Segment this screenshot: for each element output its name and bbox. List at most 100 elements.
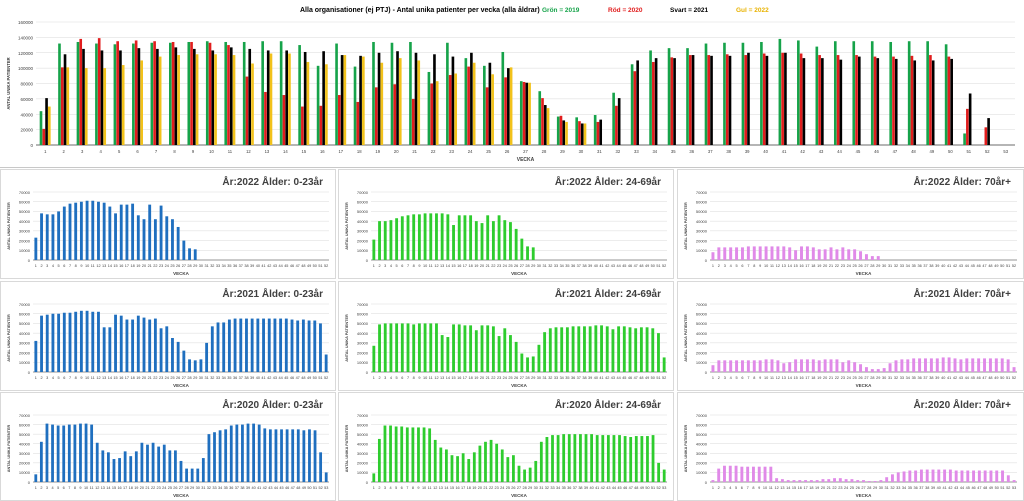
x-tick-label: 34	[906, 264, 910, 268]
y-axis-label: ANTAL UNIKA PATIENTER	[345, 314, 349, 362]
bar	[657, 333, 660, 372]
x-tick-label: 46	[290, 376, 294, 380]
bar	[136, 215, 140, 260]
bar	[102, 327, 106, 372]
x-tick-label: 31	[539, 486, 543, 490]
bar	[879, 480, 883, 482]
x-tick-label: 45	[971, 376, 975, 380]
bar	[725, 54, 729, 145]
y-tick-label: 20000	[19, 238, 31, 243]
bar	[45, 98, 48, 145]
x-tick-label: 38	[244, 264, 248, 268]
bar	[428, 428, 432, 482]
x-tick-label: 22	[835, 376, 839, 380]
bar	[45, 423, 49, 482]
x-tick-label: 1	[44, 149, 47, 154]
x-tick-label: 52	[1012, 264, 1016, 268]
x-tick-label: 17	[125, 264, 129, 268]
bar	[34, 474, 38, 482]
y-tick-label: 60000	[19, 200, 31, 205]
x-tick-label: 38	[925, 486, 929, 490]
bar	[853, 362, 857, 372]
bar	[827, 479, 831, 482]
x-tick-label: 38	[582, 376, 586, 380]
x-tick-label: 25	[170, 264, 174, 268]
bar	[389, 323, 393, 372]
bar	[165, 326, 169, 372]
bar	[245, 76, 249, 145]
x-tick-label: 41	[599, 376, 603, 380]
x-tick-label: 35	[562, 486, 566, 490]
x-tick-label: 16	[119, 264, 123, 268]
bar	[134, 451, 138, 482]
bar	[411, 427, 415, 482]
x-tick-label: 23	[159, 264, 163, 268]
bar	[245, 318, 248, 372]
bar	[51, 313, 55, 372]
x-tick-label: 48	[983, 486, 987, 490]
bar	[931, 60, 935, 145]
bar	[943, 469, 947, 482]
bar	[528, 82, 531, 145]
x-tick-label: 39	[246, 486, 250, 490]
x-tick-label: 6	[401, 264, 403, 268]
y-tick-label: 60000	[20, 97, 33, 102]
y-tick-label: 0	[28, 258, 31, 263]
bar	[472, 62, 476, 145]
bar	[464, 58, 468, 145]
bar	[400, 323, 404, 372]
bar	[636, 60, 639, 145]
x-tick-label: 26	[505, 149, 510, 154]
x-tick-label: 41	[257, 486, 261, 490]
bar	[640, 436, 644, 482]
x-tick-label: 15	[302, 149, 307, 154]
x-tick-label: 40	[251, 486, 255, 490]
bar	[409, 41, 412, 145]
x-tick-label: 5	[736, 376, 738, 380]
bar	[211, 50, 215, 145]
bar	[187, 41, 191, 145]
y-tick-label: 30000	[696, 341, 708, 346]
x-tick-label: 13	[782, 376, 786, 380]
bar	[324, 354, 328, 372]
bar	[74, 311, 78, 372]
bar	[125, 319, 129, 372]
x-tick-label: 40	[941, 264, 945, 268]
bar	[944, 44, 948, 145]
x-tick-label: 44	[960, 486, 964, 490]
x-tick-label: 45	[617, 486, 621, 490]
bar	[639, 327, 643, 372]
x-tick-label: 42	[605, 376, 609, 380]
bar	[372, 239, 376, 260]
bar	[503, 220, 507, 260]
bar	[446, 42, 449, 146]
x-tick-label: 4	[390, 264, 392, 268]
bar	[545, 437, 549, 482]
x-tick-label: 30	[199, 376, 203, 380]
bar	[968, 93, 972, 145]
x-tick-label: 43	[611, 376, 615, 380]
bar	[562, 120, 566, 145]
x-tick-label: 45	[622, 264, 626, 268]
bar	[242, 41, 246, 145]
bar	[752, 466, 755, 482]
x-tick-label: 20	[823, 264, 827, 268]
bar	[741, 360, 744, 372]
bar	[948, 469, 952, 482]
bar	[894, 360, 898, 372]
bar	[417, 323, 421, 372]
chart-2020-70: År:2020 Ålder: 70år+ 0 10000 20000 30000 4000…	[684, 398, 1017, 498]
x-tick-label: 19	[474, 376, 478, 380]
bar	[758, 246, 762, 260]
x-tick-label: 21	[412, 149, 417, 154]
x-tick-label: 8	[753, 376, 755, 380]
x-tick-label: 18	[467, 486, 471, 490]
bar	[165, 216, 169, 260]
bar	[480, 325, 484, 372]
y-tick-label: 60000	[357, 200, 369, 205]
bar	[645, 327, 649, 372]
bar	[769, 466, 773, 482]
x-tick-label: 48	[639, 376, 643, 380]
x-tick-label: 27	[520, 376, 524, 380]
bar	[218, 430, 222, 482]
